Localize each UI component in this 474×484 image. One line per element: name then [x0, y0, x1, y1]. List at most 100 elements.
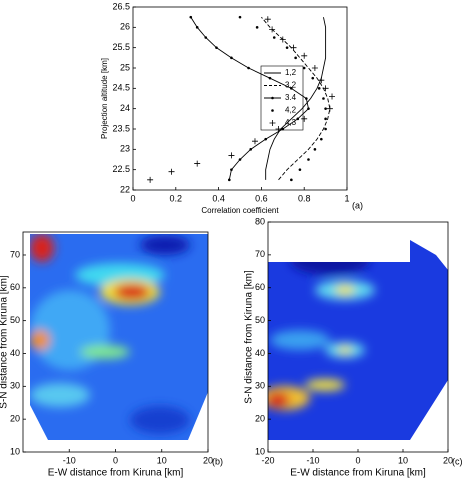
point — [272, 36, 276, 39]
y-tick-label: 22.5 — [112, 164, 130, 174]
point — [290, 178, 293, 182]
point — [228, 178, 231, 182]
y-tick-label: 26 — [120, 22, 130, 32]
point — [204, 36, 208, 39]
x-tick-label: 10 — [157, 455, 167, 465]
y-tick-label: 40 — [10, 348, 20, 358]
y-tick-label: 30 — [255, 381, 265, 391]
y-tick-label: 30 — [10, 381, 20, 391]
series-line — [261, 16, 331, 181]
y-tick-label: 50 — [255, 315, 265, 325]
heatmap-c — [268, 240, 448, 440]
panel-label: (b) — [212, 456, 223, 466]
x-tick-label: -20 — [261, 455, 274, 465]
legend-label: 1,2 — [285, 68, 297, 77]
point — [322, 85, 329, 92]
point — [275, 126, 282, 132]
panel-label: (a) — [352, 200, 363, 210]
x-axis-label: Correlation coefficient — [201, 206, 279, 215]
point — [324, 117, 327, 121]
x-tick-label: 20 — [443, 455, 453, 465]
y-tick-label: 70 — [10, 249, 20, 259]
point — [296, 117, 300, 121]
point — [290, 44, 297, 51]
y-tick-label: 23 — [120, 144, 130, 154]
point — [247, 66, 250, 70]
point — [311, 76, 315, 80]
panel-label: (c) — [452, 456, 463, 466]
point — [285, 46, 289, 49]
point — [301, 115, 308, 122]
point — [271, 96, 274, 100]
x-tick-label: 1 — [344, 193, 349, 203]
y-tick-label: 40 — [255, 348, 265, 358]
point — [238, 15, 242, 19]
point — [324, 107, 327, 110]
y-tick-label: 60 — [255, 282, 265, 292]
point — [269, 120, 276, 126]
point — [230, 168, 233, 171]
y-tick-label: 70 — [255, 249, 265, 259]
y-tick-label: 22 — [120, 184, 130, 194]
y-tick-label: 25 — [120, 62, 130, 72]
point — [322, 97, 325, 100]
point — [307, 107, 310, 110]
point — [269, 26, 276, 33]
x-axis-label: E-W distance from Kiruna [km] — [48, 468, 184, 479]
point — [238, 158, 242, 161]
y-tick-label: 20 — [10, 414, 20, 424]
point — [228, 152, 235, 159]
x-tick-label: 0 — [113, 455, 118, 465]
point — [305, 97, 308, 100]
point — [264, 137, 267, 141]
x-tick-label: 0.6 — [255, 193, 268, 203]
point — [281, 127, 285, 131]
y-axis-label: S-N distance from Kiruna [km] — [0, 275, 10, 409]
x-tick-label: 0 — [130, 193, 135, 203]
point — [329, 93, 336, 100]
x-tick-label: 20 — [203, 455, 213, 465]
y-tick-label: 60 — [10, 282, 20, 292]
y-tick-label: 10 — [10, 446, 20, 456]
y-tick-label: 24 — [120, 103, 130, 113]
y-axis-label: S-N distance from Kiruna [km] — [244, 270, 255, 404]
series-line — [265, 17, 327, 180]
y-tick-label: 24.5 — [112, 83, 130, 93]
y-tick-label: 23.5 — [112, 123, 130, 133]
point — [317, 87, 321, 90]
point — [194, 160, 201, 167]
x-axis-label: E-W distance from Kiruna [km] — [290, 468, 426, 479]
plot-frame — [132, 6, 348, 191]
point — [215, 46, 218, 49]
point — [313, 148, 317, 151]
x-tick-label: 0 — [355, 455, 360, 465]
x-tick-label: -10 — [63, 455, 76, 465]
point — [264, 16, 271, 23]
x-tick-label: 0.2 — [170, 193, 183, 203]
point — [249, 148, 252, 151]
point — [195, 26, 199, 29]
y-tick-label: 80 — [255, 216, 265, 226]
point — [294, 56, 297, 60]
y-tick-label: 26.5 — [112, 1, 130, 11]
point — [302, 66, 306, 70]
point — [326, 105, 333, 112]
point — [271, 109, 274, 112]
x-tick-label: 10 — [398, 455, 408, 465]
point — [168, 168, 175, 175]
y-tick-label: 20 — [255, 414, 265, 424]
point — [189, 15, 193, 19]
point — [311, 65, 318, 71]
y-tick-label: 25.5 — [112, 42, 130, 52]
point — [230, 56, 233, 60]
point — [147, 176, 154, 183]
point — [324, 127, 327, 131]
x-tick-label: 0.4 — [212, 193, 225, 203]
point — [307, 158, 310, 161]
legend-label: 3.4 — [285, 93, 297, 102]
heatmap-b — [30, 234, 208, 440]
legend-label: 4,3 — [285, 118, 297, 127]
point — [255, 26, 259, 29]
point — [279, 36, 286, 43]
